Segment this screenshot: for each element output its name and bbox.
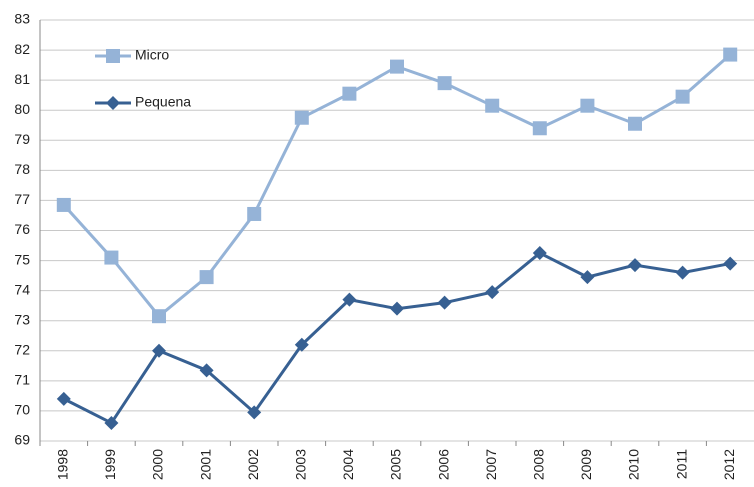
- y-tick-label: 74: [14, 281, 30, 297]
- data-point: [580, 98, 595, 113]
- y-tick-label: 77: [14, 191, 30, 207]
- data-point: [199, 270, 214, 285]
- y-tick-label: 78: [14, 161, 30, 177]
- x-tick-label: 2004: [340, 449, 356, 480]
- data-point: [104, 415, 119, 430]
- data-point: [437, 76, 452, 91]
- y-tick-label: 80: [14, 101, 30, 117]
- y-tick-label: 79: [14, 131, 30, 147]
- data-point: [628, 258, 642, 273]
- data-point: [342, 86, 357, 101]
- x-tick-label: 2006: [435, 449, 451, 480]
- y-tick-label: 75: [14, 251, 30, 267]
- x-tick-label: 2009: [578, 449, 594, 480]
- data-point: [723, 256, 738, 271]
- data-point: [294, 110, 309, 125]
- data-point: [437, 295, 452, 310]
- data-point: [294, 337, 309, 352]
- data-point: [675, 89, 690, 104]
- x-tick-label: 2003: [293, 449, 309, 480]
- data-point: [56, 391, 71, 406]
- data-point: [247, 206, 262, 221]
- data-point: [342, 292, 357, 307]
- legend-marker: [106, 49, 120, 63]
- y-tick-label: 82: [14, 41, 30, 57]
- legend-marker: [106, 96, 120, 110]
- data-point: [485, 285, 500, 300]
- data-point: [104, 250, 119, 265]
- legend-label: Micro: [135, 47, 169, 63]
- y-tick-label: 81: [14, 71, 30, 87]
- x-tick-label: 1998: [55, 449, 71, 480]
- data-point: [532, 121, 547, 136]
- x-tick-label: 1999: [102, 449, 118, 480]
- data-point: [152, 309, 166, 324]
- data-point: [723, 47, 738, 62]
- data-point: [390, 301, 404, 316]
- x-tick-label: 2005: [388, 449, 404, 480]
- data-point: [247, 405, 262, 420]
- x-tick-label: 2002: [245, 449, 261, 480]
- data-point: [628, 116, 642, 131]
- data-point: [675, 265, 690, 280]
- data-point: [199, 363, 214, 378]
- y-tick-label: 73: [14, 311, 30, 327]
- x-tick-label: 2008: [531, 449, 547, 480]
- data-point: [390, 59, 404, 74]
- data-point: [532, 246, 547, 261]
- legend-label: Pequena: [135, 94, 191, 110]
- data-point: [152, 343, 166, 358]
- x-tick-label: 2011: [673, 449, 689, 479]
- x-tick-label: 2012: [721, 449, 737, 480]
- y-tick-label: 76: [14, 221, 30, 237]
- y-tick-label: 70: [14, 402, 30, 418]
- data-point: [580, 270, 595, 285]
- data-point: [485, 98, 500, 113]
- y-tick-label: 72: [14, 341, 30, 357]
- x-tick-label: 2010: [626, 449, 642, 480]
- data-point: [56, 197, 71, 212]
- y-tick-label: 71: [14, 372, 30, 388]
- y-tick-label: 83: [14, 11, 30, 27]
- series-line: [63, 251, 731, 425]
- y-tick-label: 69: [14, 432, 30, 448]
- x-tick-label: 2007: [483, 449, 499, 480]
- x-tick-label: 2000: [150, 449, 166, 480]
- x-tick-label: 2001: [197, 449, 213, 480]
